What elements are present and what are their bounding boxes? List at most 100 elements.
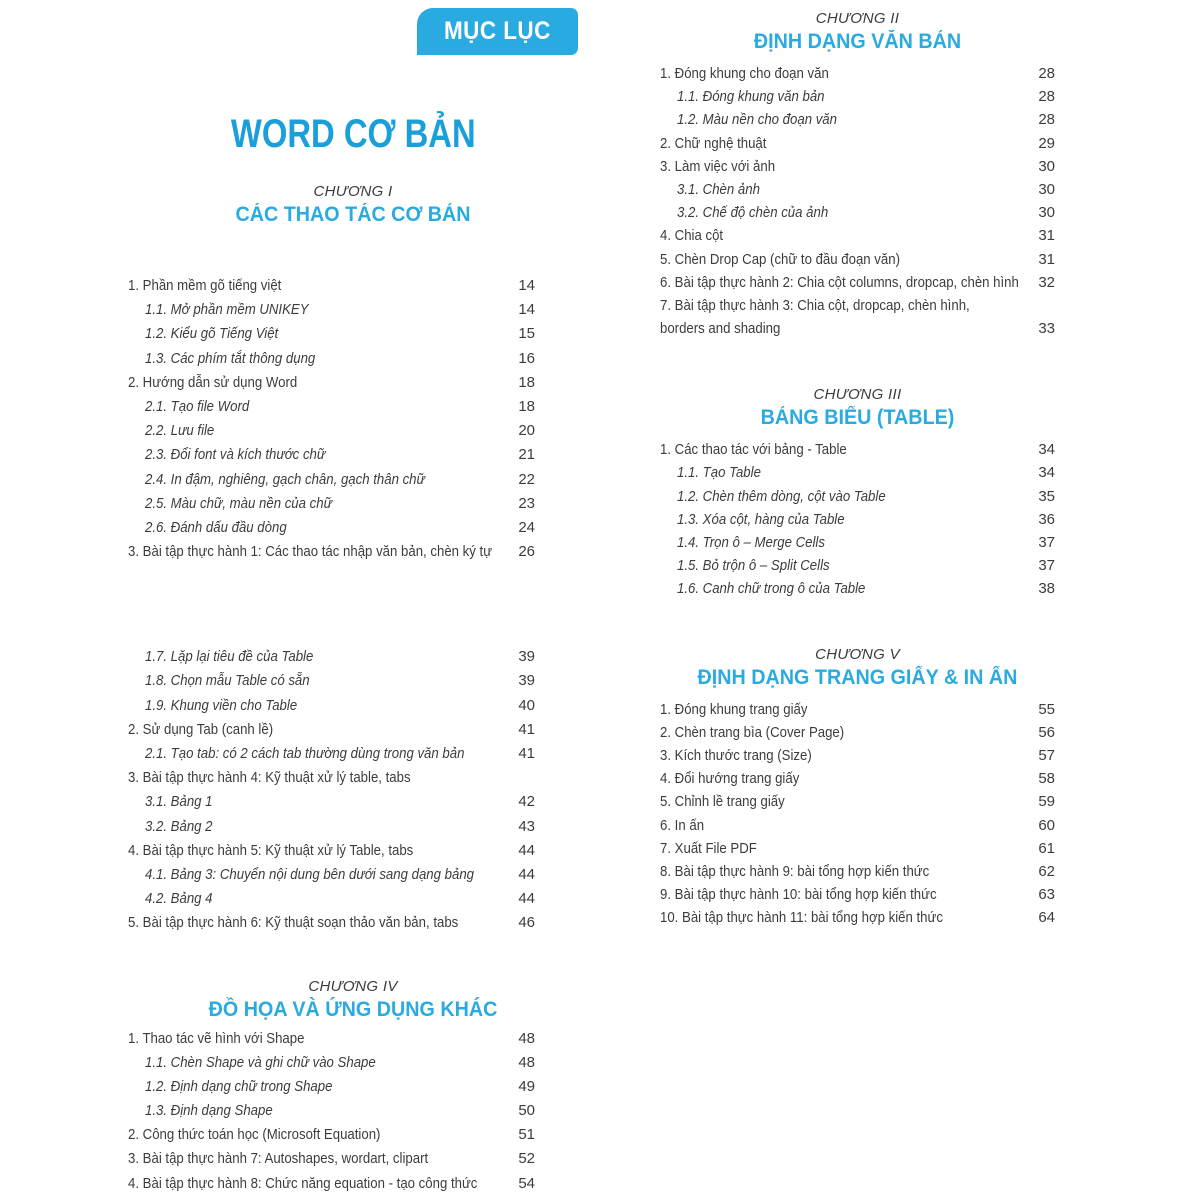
toc-item: 4.1. Bảng 3: Chuyển nội dung bên dưới sa…: [128, 863, 535, 887]
toc-item: 3.2. Chế độ chèn của ảnh 30: [660, 201, 1055, 224]
toc-item-label: 1.7. Lặp lại tiêu đề của Table: [145, 648, 314, 666]
toc-item-label: 3. Bài tập thực hành 4: Kỹ thuật xử lý t…: [128, 769, 411, 787]
toc-item-page: 44: [518, 890, 535, 908]
toc-item-page: 46: [518, 914, 535, 932]
toc-item-page: 31: [1038, 227, 1055, 245]
toc-rows: 1.7. Lặp lại tiêu đề của Table 39 1.8. Chọ…: [128, 645, 535, 935]
toc-item-label: 4. Bài tập thực hành 8: Chức năng equati…: [128, 1174, 478, 1192]
toc-item-page: 22: [518, 470, 535, 488]
toc-item-label: 4.2. Bảng 4: [145, 890, 213, 908]
toc-item-page: 30: [1038, 157, 1055, 175]
toc-item-page: 37: [1038, 534, 1055, 551]
toc-item-label: 2.2. Lưu file: [145, 422, 215, 440]
toc-item-page: 23: [518, 494, 535, 512]
toc-item-label: 3.2. Bảng 2: [145, 817, 213, 835]
toc-item-label: 1.6. Canh chữ trong ô của Table: [677, 580, 866, 598]
toc-item: 5. Chỉnh lề trang giấy 59: [660, 790, 1055, 813]
toc-item-page: 28: [1038, 111, 1055, 129]
toc-item: 1.2. Định dạng chữ trong Shape 49: [128, 1075, 535, 1099]
toc-item-page: 18: [518, 397, 535, 415]
toc-item-label: 7. Xuất File PDF: [660, 839, 757, 857]
toc-item-label: 4. Bài tập thực hành 5: Kỹ thuật xử lý T…: [128, 841, 414, 859]
toc-item: 3.2. Bảng 2 43: [128, 815, 535, 839]
toc-item-page: 33: [1038, 320, 1055, 338]
muc-luc-badge-label: MỤC LỤC: [444, 17, 551, 45]
chapter-heading: ĐỊNH DẠNG VĂN BẢN: [753, 30, 962, 53]
toc-item: 1.7. Lặp lại tiêu đề của Table 39: [128, 645, 535, 669]
muc-luc-badge: MỤC LỤC: [417, 8, 578, 55]
chapter-heading: BẢNG BIỂU (TABLE): [760, 406, 955, 430]
toc-item-label: 3. Bài tập thực hành 1: Các thao tác nhậ…: [128, 543, 493, 561]
toc-item: 3. Bài tập thực hành 4: Kỹ thuật xử lý t…: [128, 766, 535, 790]
toc-item-label: 1.1. Mở phần mềm UNIKEY: [145, 301, 309, 319]
toc-item-page: 42: [518, 793, 535, 811]
toc-item-label: 7. Bài tập thực hành 3: Chia cột, dropca…: [660, 296, 970, 314]
toc-item-page: 38: [1038, 580, 1055, 598]
toc-item: 2.3. Đổi font và kích thước chữ 21: [128, 443, 535, 467]
toc-item-page: 21: [518, 446, 535, 464]
column-left: WORD CƠ BẢN CHƯƠNG I CÁC THAO TÁC CƠ BẢN 1…: [128, 0, 578, 1196]
toc-item-label: 6. In ấn: [660, 816, 705, 834]
toc-item-page: 54: [518, 1174, 535, 1192]
toc-item: 9. Bài tập thực hành 10: bài tổng hợp ki…: [660, 883, 1055, 906]
toc-item-label: 1.1. Tạo Table: [677, 464, 761, 482]
toc-item-label: 3.1. Chèn ảnh: [677, 180, 760, 198]
toc-item: 2.5. Màu chữ, màu nền của chữ 23: [128, 492, 535, 516]
toc-item: 1.1. Mở phần mềm UNIKEY 14: [128, 298, 535, 322]
toc-item: 2.6. Đánh dấu đầu dòng 24: [128, 516, 535, 540]
toc-item-page: 16: [518, 349, 535, 367]
toc-item: 4. Bài tập thực hành 5: Kỹ thuật xử lý T…: [128, 839, 535, 863]
toc-item-page: 39: [518, 672, 535, 690]
toc-item-page: 29: [1038, 134, 1055, 152]
toc-item-label: 1.3. Định dạng Shape: [145, 1102, 273, 1120]
toc-item: 6. Bài tập thực hành 2: Chia cột columns…: [660, 271, 1055, 294]
toc-rows: 1. Phần mềm gõ tiếng việt 14 1.1. Mở phần …: [128, 274, 535, 564]
toc-item-label: 1.5. Bỏ trộn ô – Split Cells: [677, 557, 830, 575]
toc-item-page: 52: [518, 1150, 535, 1168]
toc-item-page: 56: [1038, 723, 1055, 741]
toc-item: 1.5. Bỏ trộn ô – Split Cells 37: [660, 554, 1055, 577]
toc-item-label: 1.8. Chọn mẫu Table có sẵn: [145, 672, 310, 690]
chapter-label: CHƯƠNG IV: [308, 977, 398, 995]
toc-item: 8. Bài tập thực hành 9: bài tổng hợp kiế…: [660, 860, 1055, 883]
toc-item-label: 5. Chỉnh lề trang giấy: [660, 793, 785, 811]
toc-item-label: 1. Thao tác vẽ hình với Shape: [128, 1029, 305, 1047]
toc-item: 2. Công thức toán học (Microsoft Equatio…: [128, 1123, 535, 1147]
chapter-block: CHƯƠNG IV ĐỒ HỌA VÀ ỨNG DỤNG KHÁC 1. Thao …: [128, 978, 578, 1196]
toc-rows: 1. Thao tác vẽ hình với Shape 48 1.1. Chèn…: [128, 1027, 535, 1196]
toc-item-page: 36: [1038, 510, 1055, 528]
chapter-heading: ĐỒ HỌA VÀ ỨNG DỤNG KHÁC: [208, 997, 498, 1021]
toc-item-label: 1. Đóng khung trang giấy: [660, 700, 808, 718]
toc-item: 2.2. Lưu file 20: [128, 419, 535, 443]
toc-item: 2.1. Tạo file Word 18: [128, 395, 535, 419]
toc-item-label: 8. Bài tập thực hành 9: bài tổng hợp kiế…: [660, 862, 930, 880]
toc-item: 1.9. Khung viền cho Table 40: [128, 694, 535, 718]
toc-item-page: 50: [518, 1102, 535, 1120]
toc-item: 1.1. Chèn Shape và ghi chữ vào Shape 48: [128, 1051, 535, 1075]
toc-item-page: 64: [1038, 909, 1055, 927]
toc-item-page: 34: [1038, 464, 1055, 482]
toc-item: 2.4. In đậm, nghiêng, gạch chân, gạch th…: [128, 468, 535, 492]
toc-item-page: 31: [1038, 250, 1055, 268]
toc-item: 7. Xuất File PDF 61: [660, 837, 1055, 860]
toc-item-page: 35: [1038, 487, 1055, 505]
toc-item-page: 40: [518, 696, 535, 714]
chapter-block: 1.7. Lặp lại tiêu đề của Table 39 1.8. Chọ…: [128, 645, 578, 935]
toc-item: 2. Sử dụng Tab (canh lề) 41: [128, 718, 535, 742]
toc-item: 2.1. Tạo tab: có 2 cách tab thường dùng …: [128, 742, 535, 766]
toc-item-label: 1. Các thao tác với bảng - Table: [660, 441, 847, 459]
toc-item-page: 41: [518, 745, 535, 762]
toc-item-label: 4. Chia cột: [660, 227, 724, 245]
toc-item-page: 28: [1038, 88, 1055, 106]
toc-item-label: 6. Bài tập thực hành 2: Chia cột columns…: [660, 273, 1019, 291]
toc-item-page: 32: [1038, 273, 1055, 291]
toc-item-label: 2.4. In đậm, nghiêng, gạch chân, gạch th…: [145, 470, 425, 488]
toc-item-label: 1.2. Định dạng chữ trong Shape: [145, 1077, 333, 1095]
toc-item-label: 1.1. Chèn Shape và ghi chữ vào Shape: [145, 1053, 376, 1071]
toc-item-label: 2. Chữ nghệ thuật: [660, 134, 767, 152]
toc-item: 1.4. Trọn ô – Merge Cells 37: [660, 531, 1055, 554]
toc-rows: 1. Đóng khung trang giấy 55 2. Chèn trang …: [660, 698, 1055, 930]
toc-rows: 1. Đóng khung cho đoạn văn 28 1.1. Đóng kh…: [660, 62, 1055, 340]
chapter-block: CHƯƠNG III BẢNG BIỂU (TABLE) 1. Các thao t…: [660, 386, 1055, 600]
toc-item-label: 9. Bài tập thực hành 10: bài tổng hợp ki…: [660, 886, 937, 904]
